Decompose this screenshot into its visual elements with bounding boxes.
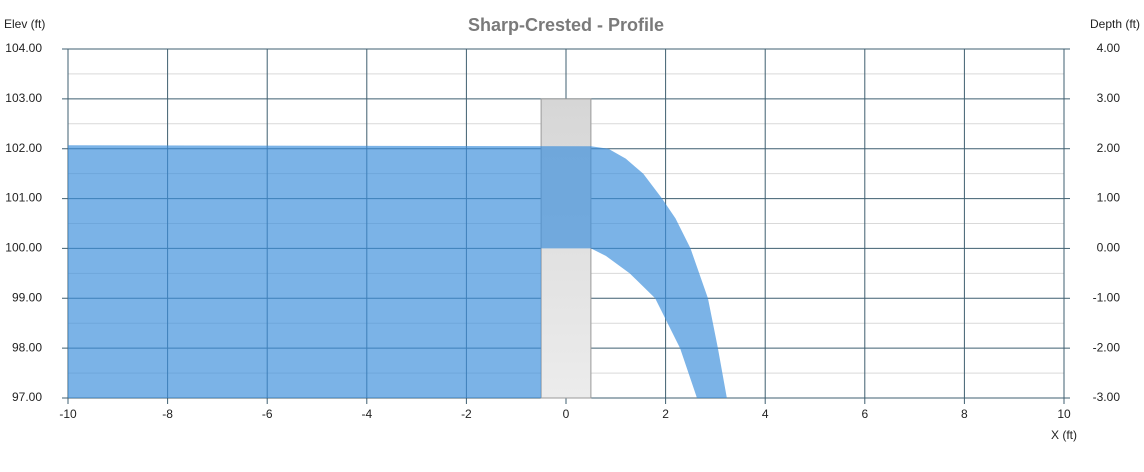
y-axis-label: Elev (ft) [4, 17, 45, 31]
water [68, 145, 727, 398]
y-tick-label: 97.00 [12, 390, 42, 404]
x-tick-label: 8 [961, 407, 968, 421]
y2-tick-label: 1.00 [1097, 191, 1121, 205]
x-tick-label: 2 [662, 407, 669, 421]
y2-tick-label: -1.00 [1093, 290, 1121, 304]
x-tick-label: -6 [262, 407, 273, 421]
y2-tick-label: 4.00 [1097, 41, 1121, 55]
x-tick-label: 4 [762, 407, 769, 421]
x-tick-label: -4 [361, 407, 372, 421]
y-tick-label: 104.00 [5, 41, 42, 55]
x-axis-label: X (ft) [1051, 428, 1077, 442]
y2-axis-label: Depth (ft) [1090, 17, 1140, 31]
y-tick-label: 100.00 [5, 241, 42, 255]
y2-tick-label: -3.00 [1093, 390, 1121, 404]
y-tick-label: 102.00 [5, 141, 42, 155]
y-tick-label: 98.00 [12, 340, 42, 354]
y2-tick-label: 0.00 [1097, 241, 1121, 255]
y2-tick-label: 2.00 [1097, 141, 1121, 155]
x-tick-label: 0 [563, 407, 570, 421]
x-tick-label: 10 [1057, 407, 1071, 421]
x-tick-label: 6 [861, 407, 868, 421]
y-tick-label: 101.00 [5, 191, 42, 205]
y-tick-label: 99.00 [12, 290, 42, 304]
x-tick-label: -10 [59, 407, 77, 421]
y2-tick-label: -2.00 [1093, 340, 1121, 354]
chart-title: Sharp-Crested - Profile [468, 15, 664, 35]
x-tick-label: -8 [162, 407, 173, 421]
y2-tick-label: 3.00 [1097, 91, 1121, 105]
x-tick-label: -2 [461, 407, 472, 421]
y-tick-label: 103.00 [5, 91, 42, 105]
